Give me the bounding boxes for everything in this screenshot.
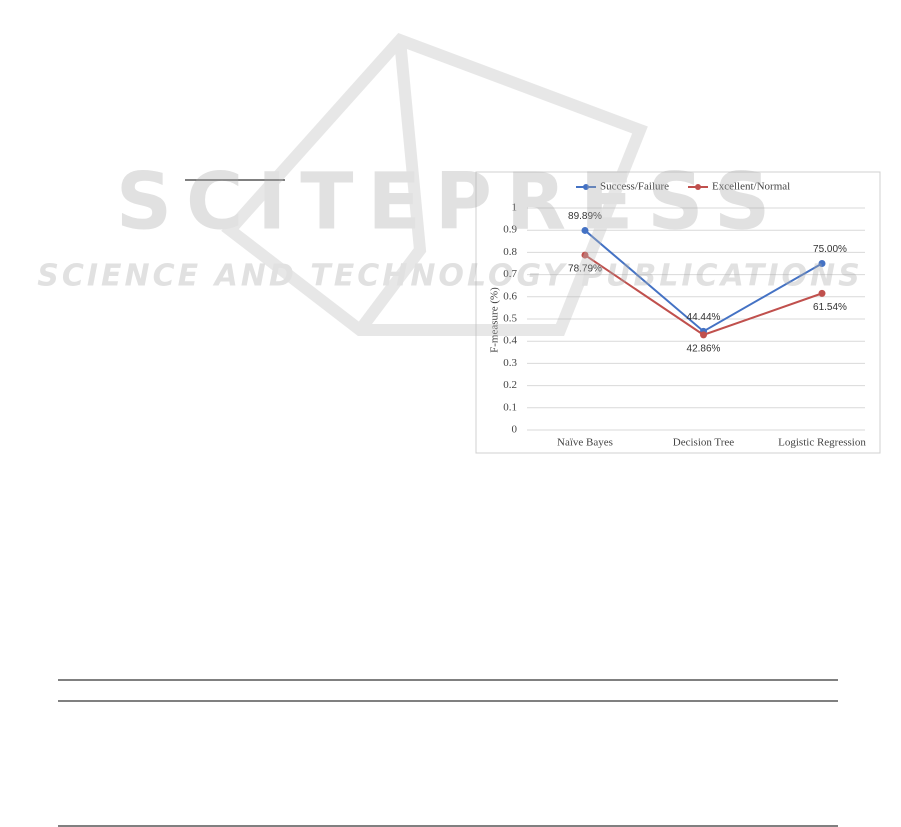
watermark: SCITEPRESS SCIENCE AND TECHNOLOGY PUBLIC… — [37, 32, 863, 336]
y-tick-label: 0.2 — [503, 379, 517, 391]
y-axis-label: F-measure (%) — [489, 287, 501, 353]
data-label: 78.79% — [568, 264, 602, 275]
legend-label: Excellent/Normal — [712, 181, 790, 193]
data-label: 61.54% — [813, 302, 847, 313]
y-tick-label: 0.7 — [503, 268, 517, 280]
chart: 0 0.1 0.2 0.3 0.4 0.5 0.6 0.7 0.8 0.9 1 Naïve Bayes… — [503, 181, 866, 449]
x-tick-label: Naïve Bayes — [557, 437, 613, 449]
y-tick-label: 0.4 — [503, 335, 517, 347]
x-tick-label: Decision Tree — [673, 437, 735, 449]
y-tick-label: 0.5 — [503, 313, 517, 325]
data-label: 75.00% — [813, 244, 847, 255]
y-tick-label: 0.9 — [503, 224, 517, 236]
y-tick-label: 0.1 — [503, 401, 517, 413]
data-label: 44.44% — [687, 312, 721, 323]
data-point — [581, 251, 589, 259]
data-point — [818, 289, 826, 297]
legend-label: Success/Failure — [600, 181, 669, 193]
chart-frame — [475, 171, 881, 454]
watermark-subtitle: SCIENCE AND TECHNOLOGY PUBLICATIONS — [37, 259, 863, 294]
data-point — [700, 331, 707, 339]
legend-marker — [583, 184, 589, 190]
y-tick-label: 0 — [512, 424, 518, 436]
data-label: 42.86% — [687, 343, 721, 354]
watermark-title: SCITEPRESS — [116, 157, 784, 247]
x-tick-label: Logistic Regression — [778, 437, 866, 449]
data-point — [818, 260, 826, 267]
y-tick-label: 0.3 — [503, 357, 517, 369]
y-tick-label: 0.8 — [503, 246, 517, 258]
legend-marker — [695, 184, 701, 190]
y-tick-label: 1 — [512, 202, 518, 214]
watermark-book — [221, 32, 648, 336]
y-tick-label: 0.6 — [503, 290, 517, 302]
data-point — [581, 226, 589, 234]
data-label: 89.89% — [568, 211, 602, 222]
